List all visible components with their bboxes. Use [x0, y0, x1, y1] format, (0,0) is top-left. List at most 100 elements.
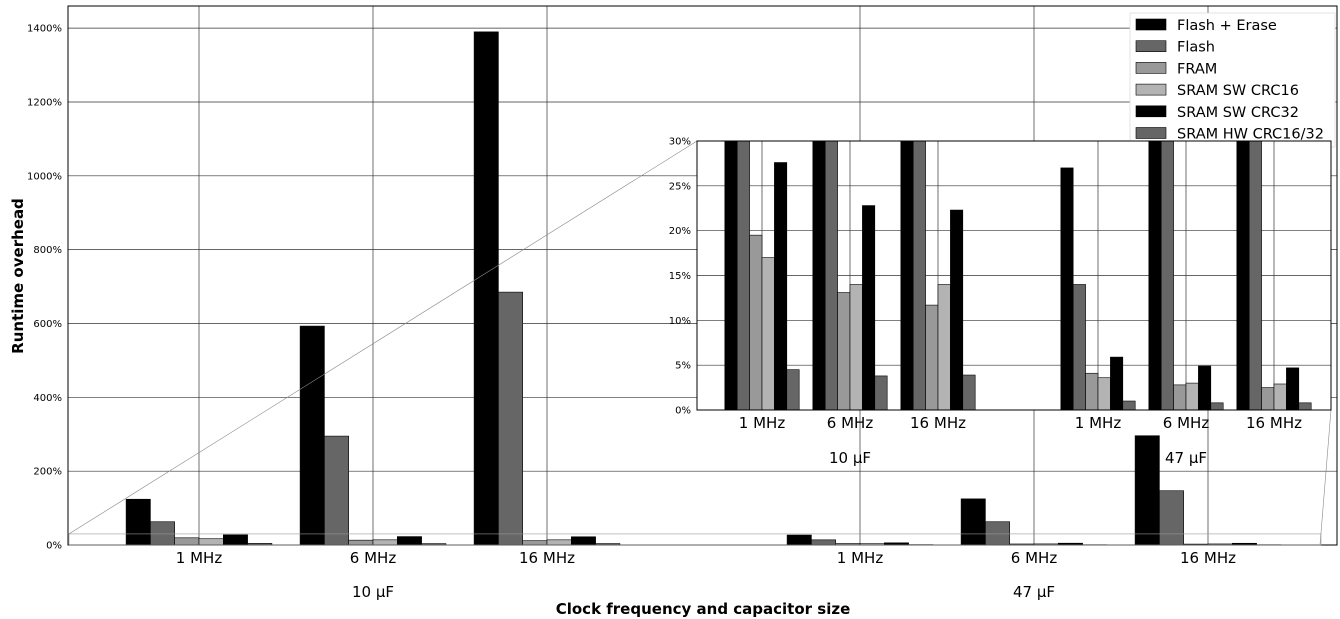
x-axis-label: Clock frequency and capacitor size [556, 600, 851, 618]
legend-swatch [1135, 62, 1167, 74]
legend-label: Flash [1177, 40, 1215, 56]
inset-bar [1160, 140, 1174, 411]
legend-box [1129, 12, 1336, 148]
inset-bar [761, 257, 775, 411]
x-tick-label: 6 MHz [350, 549, 397, 567]
legend-swatch [1135, 83, 1167, 96]
inset-bar [1085, 372, 1099, 411]
inset-bar [912, 140, 926, 411]
inset-bar [1210, 402, 1224, 411]
inset-y-tick-label: 10% [669, 316, 691, 327]
y-tick-label: 1400% [27, 24, 62, 35]
inset-bar [1236, 140, 1250, 411]
zoom-connector [1319, 409, 1332, 546]
legend-label: SRAM HW CRC16/32 [1177, 127, 1324, 143]
inset-bar [1185, 382, 1199, 411]
bar [348, 539, 374, 546]
inset-bar [925, 304, 939, 411]
bar [1159, 490, 1185, 546]
inset-bar [849, 284, 863, 411]
legend: Flash + Erase Flash FRAM SRAM SW CRC16 SRAM … [1129, 12, 1336, 148]
bar [150, 521, 175, 546]
bar [299, 325, 325, 546]
inset-y-tick-label: 20% [669, 226, 691, 237]
bar [198, 538, 224, 546]
zoom-region [68, 533, 1322, 546]
bar [223, 534, 248, 546]
inset-bar [837, 292, 851, 411]
y-tick-label: 800% [33, 245, 62, 256]
inset-bar [812, 140, 826, 411]
inset-x-tick-label: 16 MHz [910, 414, 966, 432]
legend-swatch [1135, 105, 1167, 118]
inset-bar [1148, 140, 1162, 411]
y-tick-label: 200% [33, 467, 62, 478]
zoom-connector-lines [68, 140, 1332, 546]
inset-bar [1122, 400, 1136, 411]
bar [1134, 435, 1160, 546]
legend-swatch [1135, 40, 1167, 53]
inset-bar [1097, 377, 1111, 411]
inset-bar [774, 162, 788, 411]
group-label: 47 µF [1013, 583, 1055, 601]
y-tick-label: 1000% [27, 171, 62, 182]
inset-bar [862, 205, 876, 411]
inset-bar [824, 140, 838, 411]
inset-frame [696, 140, 1332, 411]
inset-bar [786, 369, 800, 411]
inset-x-tick-label: 1 MHz [1075, 414, 1122, 432]
inset-bar [1286, 367, 1300, 411]
y-tick-label: 0% [46, 541, 62, 552]
y-axis-label: Runtime overhead [9, 198, 27, 354]
legend-swatch [1135, 18, 1167, 31]
bar [125, 498, 151, 546]
bar [498, 291, 523, 546]
inset-y-tick-label: 25% [669, 181, 691, 192]
inset-bar [950, 209, 964, 411]
zoom-connector [68, 140, 698, 535]
bar [174, 537, 200, 546]
y-tick-label: 1200% [27, 97, 62, 108]
group-label: 10 µF [352, 583, 394, 601]
bar [960, 498, 986, 546]
y-tick-label: 600% [33, 319, 62, 330]
inset-bar [962, 374, 976, 411]
inset-y-tick-label: 5% [675, 361, 691, 372]
inset-y-tick-label: 0% [675, 406, 691, 417]
legend-label: SRAM SW CRC16 [1177, 83, 1299, 99]
inset-bar [736, 140, 750, 411]
x-tick-label: 1 MHz [837, 549, 884, 567]
inset-bar [1173, 384, 1187, 411]
bar [522, 540, 548, 546]
x-tick-label: 16 MHz [519, 549, 575, 567]
x-tick-label: 6 MHz [1011, 549, 1058, 567]
inset-y-tick-label: 30% [669, 137, 691, 148]
inset-x-tick-label: 1 MHz [739, 414, 786, 432]
inset-x-tick-label: 6 MHz [827, 414, 874, 432]
inset-bar [1198, 365, 1212, 411]
bar [473, 31, 499, 546]
inset-bar [749, 234, 763, 411]
inset-group-label: 10 µF [829, 449, 871, 467]
x-tick-label: 1 MHz [176, 549, 223, 567]
inset-bar [724, 140, 738, 411]
inset-x-tick-label: 16 MHz [1246, 414, 1302, 432]
inset-bar [1110, 356, 1124, 411]
bar [985, 521, 1011, 546]
bar [811, 539, 837, 546]
bar [396, 536, 422, 546]
legend-label: Flash + Erase [1177, 18, 1277, 34]
inset-x-tick-label: 6 MHz [1163, 414, 1210, 432]
x-tick-label: 16 MHz [1180, 549, 1236, 567]
inset-bar [1273, 383, 1287, 411]
bar [546, 539, 572, 546]
bar [324, 435, 349, 546]
legend-swatch [1135, 127, 1167, 139]
inset-bar [937, 284, 951, 411]
legend-label: SRAM SW CRC32 [1177, 105, 1299, 121]
bar [372, 539, 398, 546]
legend-label: FRAM [1177, 61, 1217, 77]
main-plot-area: 0% 200% 400% 600% 800% 1000% 1200% 1400% 1 MHz 6 … [27, 5, 1338, 601]
inset-bar [874, 375, 888, 411]
